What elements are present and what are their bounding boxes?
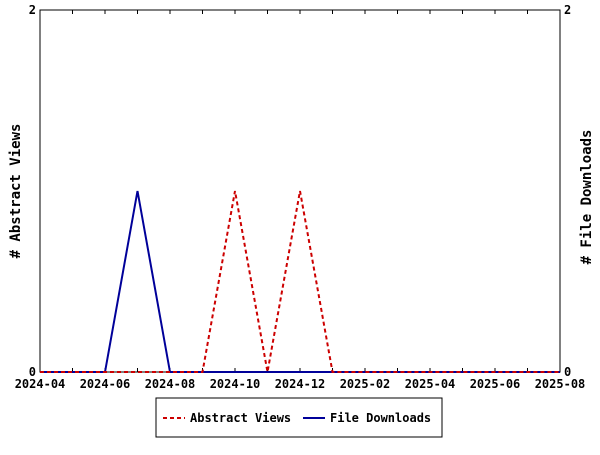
series-layer bbox=[40, 190, 560, 373]
y-tick-label-right: 0 bbox=[564, 365, 571, 379]
y-tick-label-right: 2 bbox=[564, 3, 571, 17]
x-tick-label: 2025-06 bbox=[470, 377, 521, 391]
legend-label-abstract-views: Abstract Views bbox=[190, 411, 291, 425]
y-axis-label-right: # File Downloads bbox=[579, 130, 595, 265]
x-tick-label: 2025-04 bbox=[405, 377, 456, 391]
y-tick-label-left: 2 bbox=[29, 3, 36, 17]
legend: Abstract Views File Downloads bbox=[155, 397, 443, 438]
x-tick-label: 2025-08 bbox=[535, 377, 586, 391]
x-tick-label: 2025-02 bbox=[340, 377, 391, 391]
y-axis-label-left: # Abstract Views bbox=[8, 124, 24, 259]
y-tick-label-left: 0 bbox=[29, 365, 36, 379]
x-tick-label: 2024-08 bbox=[145, 377, 196, 391]
x-tick-label: 2024-06 bbox=[80, 377, 131, 391]
x-tick-label: 2024-10 bbox=[210, 377, 261, 391]
series-line-abstract-views bbox=[40, 190, 560, 373]
ticks-layer: 2024-04 2024-06 2024-08 2024-10 2024-12 2025-… bbox=[15, 3, 586, 391]
legend-label-file-downloads: File Downloads bbox=[330, 411, 431, 425]
x-tick-label: 2024-12 bbox=[275, 377, 326, 391]
x-tick-label: 2024-04 bbox=[15, 377, 66, 391]
legend-box bbox=[155, 397, 443, 438]
